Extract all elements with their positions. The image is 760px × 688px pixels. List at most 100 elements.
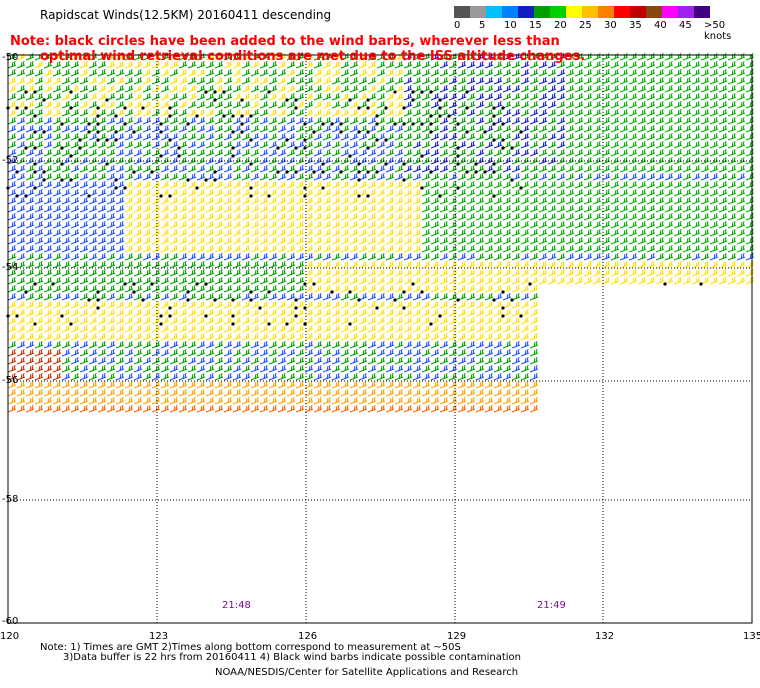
- wind-barb: [340, 364, 350, 373]
- wind-barb: [70, 60, 80, 69]
- wind-barb: [277, 300, 287, 309]
- wind-barb: [439, 332, 449, 341]
- wind-barb: [664, 148, 674, 157]
- wind-barb: [709, 92, 719, 101]
- wind-barb: [637, 164, 647, 173]
- wind-barb: [268, 108, 278, 117]
- wind-barb: [88, 316, 98, 325]
- wind-barb: [34, 68, 44, 77]
- wind-barb: [79, 340, 89, 349]
- wind-barb: [493, 204, 503, 213]
- wind-barb: [421, 100, 431, 109]
- wind-barb: [349, 116, 359, 125]
- wind-barb: [151, 220, 161, 229]
- quality-flag-dot: [105, 98, 109, 102]
- wind-barb: [700, 116, 710, 125]
- quality-flag-dot: [96, 138, 100, 142]
- wind-barb: [169, 148, 179, 157]
- wind-barb: [700, 140, 710, 149]
- wind-barb: [439, 244, 449, 253]
- wind-barb: [169, 92, 179, 101]
- wind-barb: [358, 396, 368, 405]
- quality-flag-dot: [663, 282, 667, 286]
- wind-barb: [466, 116, 476, 125]
- wind-barb: [223, 300, 233, 309]
- wind-barb: [376, 356, 386, 365]
- wind-barb: [430, 404, 440, 413]
- wind-barb: [205, 300, 215, 309]
- wind-barb: [691, 84, 701, 93]
- wind-barb: [250, 124, 260, 133]
- wind-barb: [475, 140, 485, 149]
- wind-barb: [529, 140, 539, 149]
- wind-barb: [673, 100, 683, 109]
- wind-barb: [97, 276, 107, 285]
- wind-barb: [133, 308, 143, 317]
- wind-barb: [169, 364, 179, 373]
- wind-barb: [286, 76, 296, 85]
- wind-barb: [322, 228, 332, 237]
- wind-barb: [430, 196, 440, 205]
- wind-barb: [583, 268, 593, 277]
- wind-barb: [655, 132, 665, 141]
- wind-barb: [34, 348, 44, 357]
- wind-barb: [268, 220, 278, 229]
- wind-barb: [7, 124, 17, 133]
- wind-barb: [196, 260, 206, 269]
- wind-barb: [169, 228, 179, 237]
- wind-barb: [88, 324, 98, 333]
- wind-barb: [34, 116, 44, 125]
- wind-barb: [385, 92, 395, 101]
- wind-barb: [223, 396, 233, 405]
- wind-barb: [70, 244, 80, 253]
- wind-barb: [475, 388, 485, 397]
- wind-barb: [52, 252, 62, 261]
- wind-barb: [322, 196, 332, 205]
- wind-barb: [232, 228, 242, 237]
- wind-barb: [736, 148, 746, 157]
- wind-barb: [313, 372, 323, 381]
- wind-barb: [736, 188, 746, 197]
- quality-flag-dot: [465, 170, 469, 174]
- wind-barb: [718, 68, 728, 77]
- wind-barb: [79, 388, 89, 397]
- quality-flag-dot: [501, 122, 505, 126]
- wind-barb: [439, 124, 449, 133]
- wind-barb: [691, 140, 701, 149]
- wind-barb: [16, 92, 26, 101]
- wind-barb: [196, 284, 206, 293]
- swath-time-label: 21:49: [537, 600, 566, 611]
- wind-barb: [556, 100, 566, 109]
- wind-barb: [664, 220, 674, 229]
- wind-barb: [520, 388, 530, 397]
- wind-barb: [205, 124, 215, 133]
- quality-flag-dot: [204, 282, 208, 286]
- wind-barb: [259, 348, 269, 357]
- wind-barb: [322, 268, 332, 277]
- wind-barb: [340, 108, 350, 117]
- wind-barb: [727, 212, 737, 221]
- wind-barb: [322, 188, 332, 197]
- quality-flag-dot: [411, 90, 415, 94]
- wind-barb: [655, 92, 665, 101]
- wind-barb: [610, 60, 620, 69]
- wind-barb: [385, 380, 395, 389]
- wind-barb: [61, 228, 71, 237]
- legend-label: >50 knots: [704, 20, 732, 42]
- wind-barb: [592, 268, 602, 277]
- wind-barb: [34, 92, 44, 101]
- wind-barb: [124, 148, 134, 157]
- wind-barb: [349, 372, 359, 381]
- wind-barb: [610, 204, 620, 213]
- wind-barb: [61, 388, 71, 397]
- wind-barb: [493, 388, 503, 397]
- quality-flag-dot: [132, 282, 136, 286]
- wind-barb: [250, 220, 260, 229]
- wind-barb: [664, 260, 674, 269]
- wind-barb: [583, 100, 593, 109]
- wind-barb: [187, 348, 197, 357]
- wind-barb: [628, 188, 638, 197]
- wind-barb: [709, 60, 719, 69]
- wind-barb: [511, 244, 521, 253]
- wind-barb: [682, 204, 692, 213]
